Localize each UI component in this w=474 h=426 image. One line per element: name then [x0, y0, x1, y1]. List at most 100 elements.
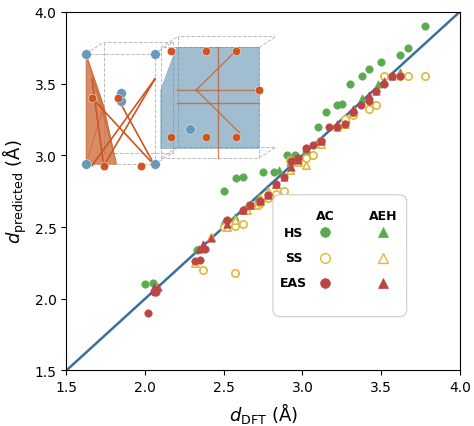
Text: EAS: EAS — [280, 276, 307, 289]
Point — [381, 78, 388, 85]
Point — [280, 174, 287, 181]
Point — [193, 247, 201, 254]
Point — [239, 221, 246, 228]
Point — [272, 191, 280, 198]
Point — [244, 207, 251, 214]
Point — [200, 241, 207, 248]
Point — [283, 153, 291, 159]
Point — [151, 284, 158, 291]
Point — [318, 138, 325, 145]
Point — [349, 109, 356, 116]
Point — [195, 245, 202, 252]
Point — [333, 121, 341, 128]
Point — [396, 74, 404, 81]
Point — [286, 157, 293, 164]
Point — [365, 98, 372, 105]
Point — [264, 188, 272, 195]
Point — [246, 203, 254, 210]
FancyBboxPatch shape — [273, 195, 407, 317]
Point — [404, 74, 411, 81]
Point — [325, 124, 333, 131]
Point — [314, 124, 322, 131]
Point — [294, 155, 301, 162]
Point — [318, 138, 325, 145]
Point — [264, 196, 272, 202]
Point — [280, 188, 287, 195]
Point — [396, 52, 404, 59]
Point — [294, 157, 301, 164]
Point — [388, 74, 396, 81]
Point — [200, 267, 207, 274]
Point — [373, 102, 380, 109]
Point — [154, 284, 162, 291]
Point — [318, 141, 325, 148]
Point — [239, 207, 246, 214]
Point — [264, 188, 272, 195]
Point — [351, 106, 358, 113]
Point — [358, 95, 366, 102]
Point — [256, 196, 264, 202]
Point — [294, 157, 301, 164]
Point — [239, 207, 246, 214]
Point — [220, 219, 228, 225]
Point — [341, 121, 349, 128]
Point — [421, 24, 429, 31]
Point — [239, 207, 246, 214]
Point — [310, 153, 317, 159]
Point — [381, 78, 388, 85]
Point — [220, 224, 228, 231]
Point — [333, 124, 341, 131]
Point — [231, 214, 238, 221]
Point — [286, 167, 293, 174]
Point — [338, 101, 346, 108]
Point — [333, 124, 341, 131]
Point — [196, 257, 204, 264]
Point — [343, 117, 350, 124]
Point — [341, 117, 349, 124]
Point — [256, 199, 264, 205]
Point — [307, 153, 314, 159]
Point — [388, 74, 396, 81]
Point — [280, 174, 287, 181]
Point — [381, 81, 388, 88]
Point — [231, 217, 238, 224]
Point — [264, 193, 272, 199]
Point — [349, 112, 356, 119]
Point — [149, 280, 157, 287]
Point — [223, 217, 231, 224]
Text: AEH: AEH — [369, 210, 397, 222]
Point — [259, 170, 267, 176]
Point — [275, 167, 283, 174]
Point — [318, 138, 325, 145]
Point — [357, 102, 365, 109]
Point — [223, 221, 231, 228]
Point — [191, 260, 199, 267]
Point — [191, 259, 199, 265]
Point — [341, 121, 349, 128]
Point — [255, 203, 262, 210]
Point — [294, 160, 301, 167]
Point — [302, 155, 310, 162]
Point — [256, 199, 264, 205]
Point — [231, 223, 238, 230]
Point — [207, 234, 215, 241]
Point — [302, 163, 310, 170]
Point — [373, 88, 380, 95]
Point — [201, 245, 209, 252]
Point — [145, 310, 152, 317]
Point — [193, 245, 201, 252]
Point — [302, 145, 310, 152]
Point — [349, 109, 356, 116]
Point — [244, 203, 251, 210]
Point — [272, 181, 280, 188]
Point — [223, 224, 231, 231]
Point — [246, 203, 254, 210]
Point — [207, 234, 215, 241]
Point — [248, 203, 256, 210]
Point — [302, 145, 310, 152]
Point — [346, 81, 354, 88]
Point — [288, 164, 295, 171]
Point — [377, 60, 385, 66]
Point — [246, 203, 254, 210]
Point — [286, 160, 293, 167]
